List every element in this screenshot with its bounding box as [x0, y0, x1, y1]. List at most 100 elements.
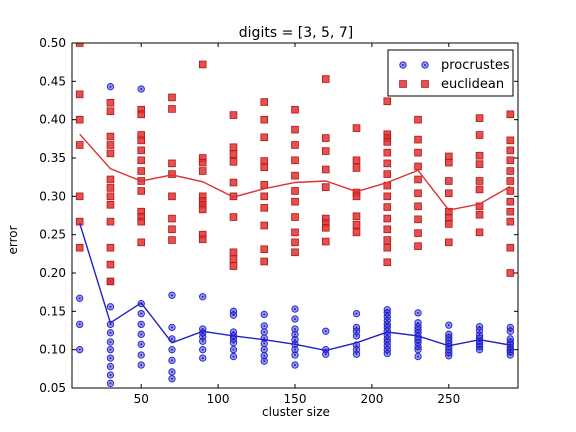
point-euclidean-0-1	[75, 90, 84, 99]
point-euclidean-13-3	[475, 160, 484, 168]
point-euclidean-3-2	[168, 159, 176, 168]
point-procrustes-10-12	[383, 349, 391, 358]
point-procrustes-7-1	[291, 315, 299, 323]
point-euclidean-10-12	[383, 236, 392, 244]
point-procrustes-7-2	[291, 325, 299, 333]
point-euclidean-13-4	[475, 177, 484, 185]
point-procrustes-7-8	[291, 361, 299, 369]
y-tick-label-3: 0.20	[39, 266, 66, 280]
legend-label-euclidean: euclidean	[441, 77, 504, 92]
point-euclidean-11-2	[414, 148, 422, 157]
x-tick-label-100: 100	[207, 392, 230, 406]
point-procrustes-1-5	[106, 338, 115, 346]
y-tick-label-7: 0.40	[39, 113, 66, 127]
point-procrustes-5-7	[229, 352, 238, 361]
point-procrustes-4-5	[199, 346, 207, 354]
point-procrustes-3-4	[168, 356, 176, 365]
y-tick-label-1: 0.10	[39, 343, 66, 357]
point-euclidean-4-7	[198, 205, 207, 214]
legend-marker-procrustes-a	[399, 61, 407, 69]
point-euclidean-9-6	[352, 220, 361, 229]
point-euclidean-11-3	[414, 162, 422, 171]
point-procrustes-9-0	[352, 309, 361, 318]
x-axis-title: cluster size	[262, 405, 330, 419]
point-euclidean-8-1	[321, 134, 330, 142]
point-euclidean-6-10	[260, 257, 269, 266]
point-euclidean-1-7	[106, 192, 115, 201]
point-procrustes-2-6	[137, 351, 145, 359]
point-euclidean-7-5	[291, 187, 299, 195]
point-euclidean-4-0	[198, 60, 207, 69]
point-euclidean-12-7	[444, 238, 453, 247]
point-procrustes-2-3	[137, 320, 145, 329]
point-euclidean-14-2	[506, 146, 515, 155]
point-euclidean-13-0	[475, 114, 484, 122]
point-procrustes-6-4	[260, 339, 268, 348]
point-euclidean-1-5	[106, 175, 115, 184]
point-euclidean-7-10	[291, 248, 299, 257]
legend: procrustes euclidean	[387, 49, 514, 97]
legend-box	[387, 49, 514, 97]
point-euclidean-9-5	[352, 212, 361, 221]
point-euclidean-0-2	[75, 115, 84, 124]
y-tick-label-4: 0.25	[39, 228, 66, 242]
point-euclidean-7-9	[291, 238, 299, 247]
point-euclidean-3-1	[168, 105, 176, 113]
point-euclidean-6-8	[260, 221, 269, 230]
point-euclidean-9-2	[352, 164, 361, 172]
point-euclidean-10-5	[383, 159, 392, 168]
point-procrustes-6-1	[260, 322, 268, 330]
point-euclidean-10-11	[383, 225, 392, 234]
legend-marker-euclidean	[399, 80, 429, 88]
point-euclidean-7-3	[291, 156, 299, 165]
point-euclidean-7-1	[291, 125, 299, 134]
point-procrustes-11-0	[414, 309, 422, 317]
point-procrustes-4-0	[199, 293, 207, 301]
point-euclidean-1-3	[106, 141, 115, 149]
x-tick-label-250: 250	[437, 392, 460, 406]
point-euclidean-10-10	[383, 214, 392, 223]
point-euclidean-2-3	[137, 136, 146, 145]
point-euclidean-5-4	[229, 178, 238, 187]
point-euclidean-6-0	[260, 98, 269, 106]
point-euclidean-10-14	[383, 258, 392, 267]
point-procrustes-3-6	[168, 375, 176, 383]
point-euclidean-7-8	[291, 228, 299, 237]
point-procrustes-7-7	[291, 351, 299, 359]
point-euclidean-5-2	[229, 150, 238, 158]
point-euclidean-3-6	[168, 225, 176, 234]
legend-label-procrustes: procrustes	[441, 58, 510, 73]
point-euclidean-13-8	[475, 228, 484, 237]
point-euclidean-11-9	[414, 242, 422, 250]
point-euclidean-1-8	[106, 200, 115, 209]
legend-marker-procrustes	[399, 61, 429, 69]
point-procrustes-0-2	[76, 346, 84, 354]
point-euclidean-11-4	[414, 175, 422, 184]
point-euclidean-2-4	[137, 146, 146, 155]
point-euclidean-6-7	[260, 204, 269, 212]
point-procrustes-12-0	[445, 321, 453, 329]
point-procrustes-1-8	[106, 362, 115, 371]
y-tick-label-6: 0.35	[39, 151, 66, 165]
point-procrustes-14-8	[506, 351, 514, 359]
point-euclidean-3-5	[168, 214, 176, 223]
point-euclidean-14-11	[506, 269, 515, 277]
point-procrustes-8-0	[322, 327, 330, 335]
point-euclidean-12-3	[444, 189, 453, 198]
point-euclidean-10-0	[383, 97, 392, 106]
point-euclidean-8-4	[321, 183, 330, 191]
point-euclidean-8-2	[321, 147, 330, 155]
point-procrustes-14-1	[506, 327, 514, 335]
point-euclidean-11-7	[414, 215, 422, 224]
point-euclidean-6-1	[260, 115, 269, 124]
point-procrustes-7-3	[291, 330, 299, 338]
point-procrustes-2-0	[137, 85, 145, 93]
point-procrustes-1-0	[106, 83, 115, 91]
point-euclidean-8-3	[321, 165, 330, 174]
point-euclidean-13-5	[475, 185, 484, 194]
point-euclidean-5-8	[229, 255, 238, 264]
point-euclidean-6-5	[260, 181, 269, 189]
point-procrustes-11-9	[414, 346, 422, 354]
point-euclidean-14-0	[506, 110, 515, 119]
point-euclidean-2-11	[137, 217, 146, 226]
